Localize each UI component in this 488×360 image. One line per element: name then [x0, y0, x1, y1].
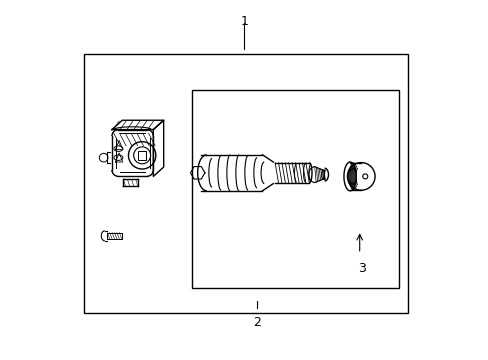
Bar	[192, 90, 399, 288]
Text: 2: 2	[253, 316, 261, 329]
Text: 3: 3	[358, 262, 366, 275]
Bar	[84, 54, 407, 313]
Text: 1: 1	[240, 15, 248, 28]
Bar	[138, 151, 146, 160]
